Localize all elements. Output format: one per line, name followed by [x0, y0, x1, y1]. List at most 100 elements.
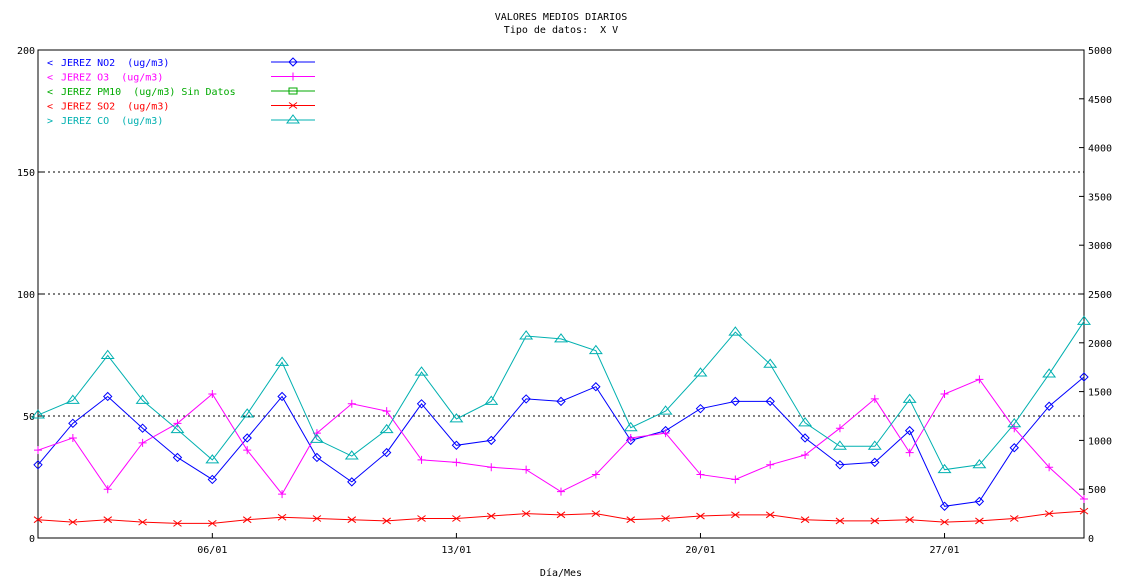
y-right-tick-label: 0: [1088, 534, 1094, 545]
data-point: [135, 394, 150, 404]
data-point: [1009, 443, 1019, 453]
axes: 0501001502000500100015002000250030003500…: [17, 46, 1112, 556]
data-point: [626, 435, 636, 446]
data-point: [173, 419, 182, 428]
data-point: [207, 474, 218, 485]
data-point: [904, 425, 915, 436]
y-right-tick-label: 500: [1088, 485, 1106, 496]
series-1: [34, 375, 1088, 503]
x-axis-label: Día/Mes: [540, 567, 582, 579]
data-point: [486, 435, 496, 446]
data-point: [414, 366, 429, 376]
data-point: [68, 518, 78, 526]
data-point: [521, 510, 531, 517]
data-point: [103, 391, 113, 402]
data-point: [137, 423, 148, 433]
data-point: [382, 517, 391, 525]
data-point: [1080, 494, 1088, 503]
grid-lines: [38, 171, 1084, 417]
data-point: [173, 519, 182, 527]
data-point: [1010, 424, 1019, 433]
series-line: [37, 376, 1085, 507]
legend: < JEREZ NO2 (ug/m3) < JEREZ O3 (ug/m3) < JERE…: [47, 57, 315, 127]
series-layer: [31, 315, 1091, 527]
data-point: [870, 517, 880, 525]
y-right-tick-label: 5000: [1088, 46, 1112, 57]
y-right-tick-label: 2000: [1088, 339, 1112, 350]
data-point: [832, 440, 847, 450]
data-point: [557, 487, 565, 496]
data-point: [33, 516, 43, 524]
data-point: [242, 516, 252, 524]
data-point: [1044, 401, 1054, 411]
legend-axis-arrow: <: [47, 73, 53, 84]
data-point: [416, 399, 427, 409]
legend-label: JEREZ NO2 (ug/m3): [61, 58, 169, 69]
chart-title: VALORES MEDIOS DIARIOS: [495, 12, 627, 23]
x-tick-label: 27/01: [929, 545, 959, 556]
data-point: [312, 515, 322, 522]
data-point: [347, 516, 357, 524]
data-point: [867, 440, 882, 450]
data-point: [588, 344, 603, 355]
data-point: [623, 421, 638, 432]
data-point: [800, 516, 810, 524]
data-point: [972, 458, 987, 469]
data-point: [344, 450, 359, 460]
legend-marker: [286, 114, 300, 124]
data-point: [347, 477, 357, 487]
data-point: [974, 496, 985, 507]
data-point: [31, 409, 45, 419]
data-point: [798, 416, 813, 427]
data-point: [693, 367, 708, 377]
data-point: [381, 447, 392, 458]
data-point: [100, 349, 115, 359]
data-point: [34, 446, 42, 455]
data-point: [170, 423, 185, 434]
data-point: [835, 517, 845, 525]
data-point: [695, 403, 706, 414]
legend-item: < JEREZ SO2 (ug/m3): [47, 102, 315, 113]
data-point: [379, 423, 394, 434]
series-0: [33, 372, 1089, 511]
data-point: [208, 519, 217, 527]
data-point: [1009, 515, 1019, 522]
data-point: [172, 452, 183, 463]
data-point: [765, 511, 775, 519]
data-point: [731, 475, 740, 484]
data-point: [1079, 507, 1089, 515]
legend-item: > JEREZ CO (ug/m3): [47, 114, 315, 127]
data-point: [835, 424, 844, 433]
data-point: [591, 470, 600, 479]
data-point: [521, 394, 531, 404]
data-point: [487, 463, 496, 472]
series-3: [33, 507, 1089, 527]
data-point: [731, 511, 740, 519]
data-point: [277, 391, 287, 402]
y-left-tick-label: 50: [23, 412, 35, 423]
data-point: [556, 396, 566, 407]
data-point: [835, 460, 845, 470]
data-point: [240, 408, 255, 418]
legend-label: JEREZ O3 (ug/m3): [61, 73, 163, 84]
data-point: [312, 452, 322, 463]
data-point: [939, 501, 950, 511]
data-point: [277, 513, 287, 521]
data-point: [309, 433, 324, 443]
y-left-tick-label: 200: [17, 46, 35, 57]
y-left-tick-label: 100: [17, 290, 35, 301]
data-point: [452, 458, 461, 467]
data-point: [940, 390, 949, 399]
data-point: [484, 395, 499, 405]
data-point: [801, 451, 810, 460]
data-point: [208, 390, 217, 399]
data-point: [763, 358, 778, 368]
y-right-tick-label: 2500: [1088, 290, 1112, 301]
data-point: [519, 330, 534, 340]
data-point: [278, 490, 287, 499]
data-point: [728, 326, 743, 336]
legend-axis-arrow: >: [47, 116, 53, 127]
data-point: [205, 454, 220, 464]
legend-marker: [288, 87, 298, 95]
data-point: [1077, 315, 1091, 325]
